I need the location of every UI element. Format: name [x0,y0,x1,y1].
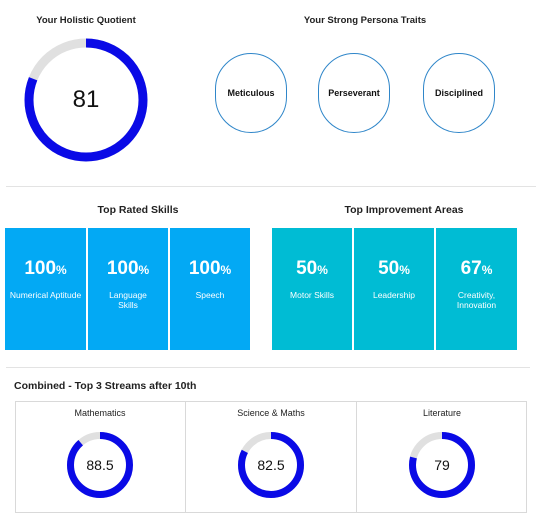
stream-separator [185,401,186,513]
section-divider-2 [6,367,530,368]
holistic-quotient-gauge [24,38,148,162]
stream-gauge-literature [409,432,475,498]
holistic-quotient-title: Your Holistic Quotient [36,15,136,26]
stream-gauge-arc [409,432,475,498]
stream-gauge-arc [67,432,133,498]
streams-title: Combined - Top 3 Streams after 10th [14,380,197,392]
trait-disciplined: Disciplined [423,53,495,133]
improvement-tile-leadership: 50% Leadership [354,228,434,350]
holistic-quotient-arc [24,38,148,162]
stream-value-literature: 79 [434,457,450,473]
skill-tile-numerical-aptitude: 100% Numerical Aptitude [5,228,86,350]
improvement-areas-title: Top Improvement Areas [344,204,464,216]
top-skills-title: Top Rated Skills [97,204,179,216]
stream-gauge-mathematics [67,432,133,498]
improvement-tile-motor-skills: 50% Motor Skills [272,228,352,350]
stream-separator [356,401,357,513]
trait-meticulous: Meticulous [215,53,287,133]
stream-gauge-science-maths [238,432,304,498]
stream-name-mathematics: Mathematics [74,408,126,418]
section-divider [6,186,536,187]
improvement-tile-creativity-innovation: 67% Creativity, Innovation [436,228,517,350]
stream-value-mathematics: 88.5 [86,457,114,473]
trait-perseverant: Perseverant [318,53,390,133]
stream-gauge-arc [238,432,304,498]
holistic-quotient-value: 81 [72,86,100,113]
streams-panel [15,401,527,513]
stream-name-literature: Literature [422,408,462,418]
stream-value-science-maths: 82.5 [257,457,285,473]
persona-traits-title: Your Strong Persona Traits [303,15,427,26]
stream-name-science-maths: Science & Maths [237,408,305,418]
skill-tile-language-skills: 100% Language Skills [88,228,168,350]
skill-tile-speech: 100% Speech [170,228,250,350]
